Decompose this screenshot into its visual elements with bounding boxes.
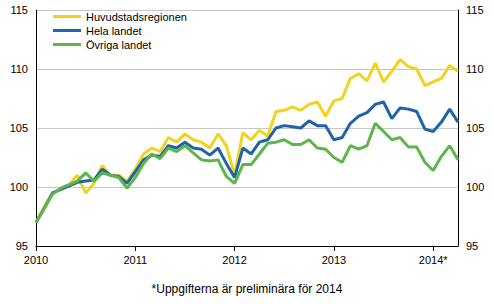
svg-text:95: 95 [16, 240, 28, 252]
svg-text:110: 110 [10, 63, 28, 75]
svg-text:Huvudstadsregionen: Huvudstadsregionen [86, 11, 187, 23]
svg-text:100: 100 [466, 181, 484, 193]
svg-text:110: 110 [466, 63, 484, 75]
svg-text:115: 115 [466, 4, 484, 16]
svg-text:100: 100 [10, 181, 28, 193]
svg-text:2014*: 2014* [419, 254, 448, 266]
svg-text:*Uppgifterna är preliminära fö: *Uppgifterna är preliminära för 2014 [152, 282, 343, 296]
svg-text:2010: 2010 [24, 254, 48, 266]
svg-text:105: 105 [466, 122, 484, 134]
svg-text:Övriga landet: Övriga landet [86, 39, 151, 51]
svg-text:2013: 2013 [322, 254, 346, 266]
svg-text:115: 115 [10, 4, 28, 16]
svg-text:105: 105 [10, 122, 28, 134]
svg-text:2011: 2011 [123, 254, 147, 266]
svg-text:95: 95 [466, 240, 478, 252]
svg-text:2012: 2012 [222, 254, 246, 266]
svg-text:Hela landet: Hela landet [86, 25, 142, 37]
